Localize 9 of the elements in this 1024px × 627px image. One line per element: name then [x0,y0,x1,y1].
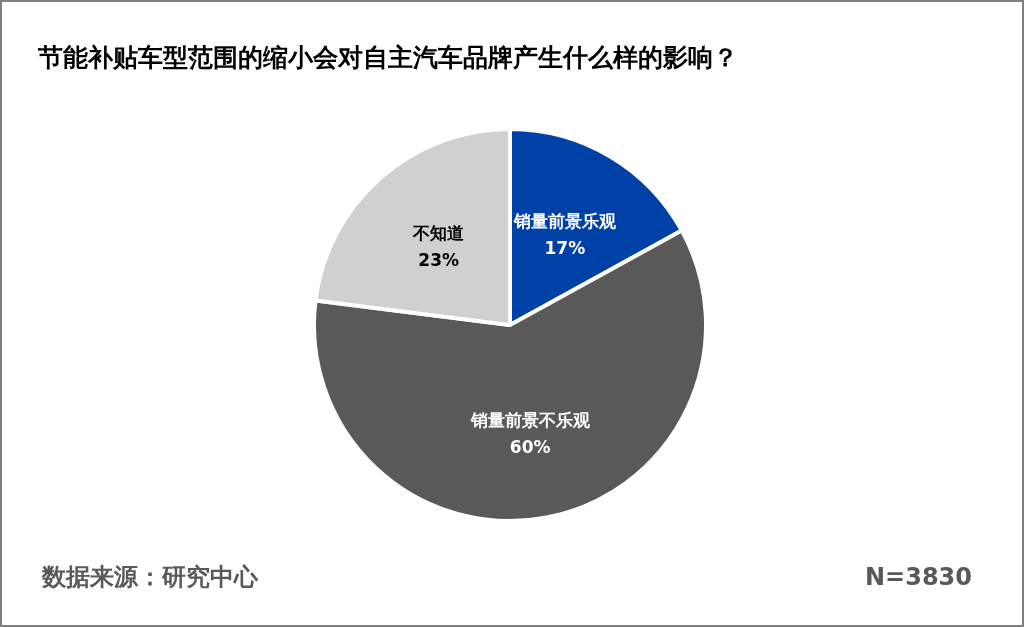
data-label: 17% [544,238,586,259]
slice-label: 不知道 [412,223,465,244]
data-label: 60% [509,436,551,457]
slice-label: 销量前景不乐观 [469,409,591,430]
source-note: 数据来源：研究中心 [41,563,259,591]
text: N=3830 [865,563,972,591]
slice-label: 销量前景乐观 [512,211,617,232]
data-label: 23% [418,250,460,271]
chart-title: 节能补贴车型范围的缩小会对自主汽车品牌产生什么样的影响？ [37,43,738,72]
